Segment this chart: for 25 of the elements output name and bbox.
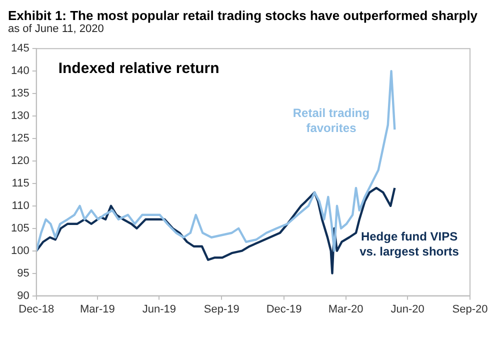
y-tick-label: 115 (12, 177, 30, 190)
series-label: Hedge fund VIPS vs. largest shorts (360, 230, 460, 259)
x-tick-label: Jun-20 (390, 303, 424, 316)
y-tick-label: 120 (10, 154, 30, 167)
y-tick-label: 100 (10, 244, 30, 257)
y-tick-label: 145 (10, 42, 30, 55)
y-tick-label: 125 (10, 132, 30, 145)
x-tick-label: Dec-18 (18, 303, 54, 316)
y-tick-label: 130 (10, 110, 30, 122)
x-tick-label: Jun-19 (142, 303, 176, 316)
y-tick-label: 90 (17, 290, 30, 302)
x-tick-label: Mar-19 (80, 303, 115, 316)
series-label: Retail trading favorites (292, 106, 370, 136)
y-tick-label: 135 (10, 88, 30, 100)
x-tick-label: Dec-19 (266, 303, 302, 316)
y-tick-label: 110 (12, 200, 30, 212)
x-tick-label: Sep-19 (204, 303, 240, 316)
annotation: Indexed relative return (58, 60, 220, 78)
x-tick-label: Sep-20 (452, 303, 488, 316)
chart-subtitle: as of June 11, 2020 (8, 23, 105, 35)
y-tick-label: 140 (10, 65, 30, 78)
x-tick-label: Mar-20 (328, 303, 364, 316)
y-tick-label: 105 (10, 222, 30, 234)
chart-title: Exhibit 1: The most popular retail trading stocks have outperformed sharply (8, 8, 479, 23)
y-tick-label: 95 (17, 267, 30, 280)
